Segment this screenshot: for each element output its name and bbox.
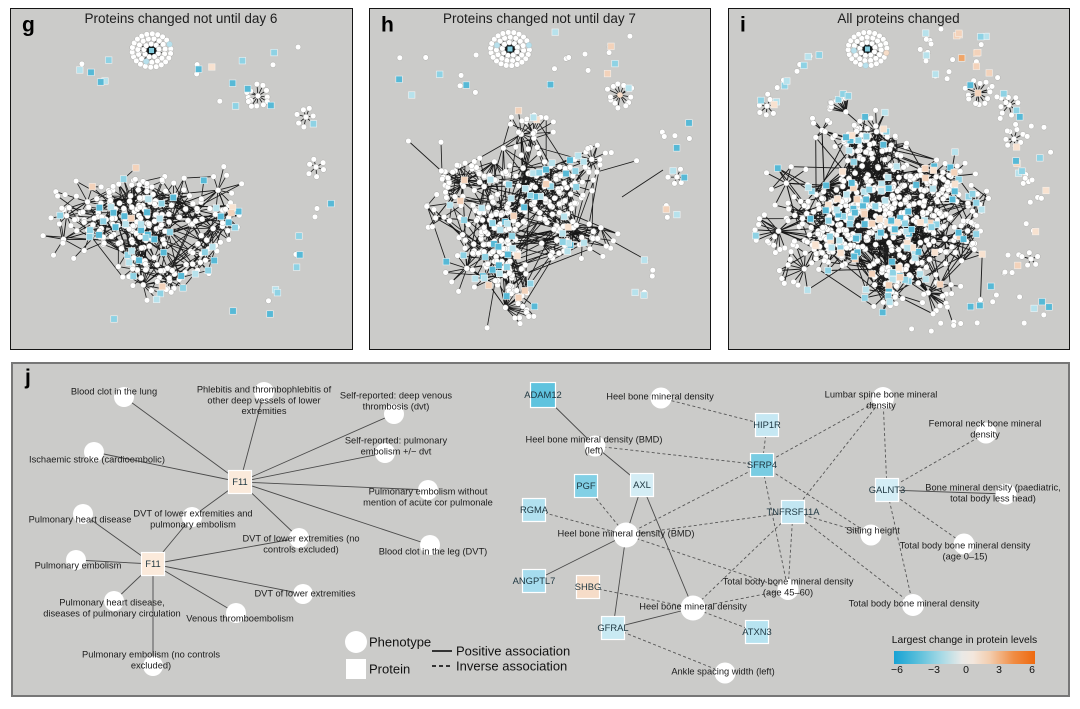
svg-text:Pulmonary heart disease: Pulmonary heart disease [29,514,132,524]
svg-text:3: 3 [996,664,1002,676]
svg-text:Bone mineral density (paediatr: Bone mineral density (paediatric, [925,482,1060,492]
svg-text:density: density [970,429,1000,439]
svg-text:All proteins changed: All proteins changed [837,11,959,26]
svg-text:diseases of pulmonary circulat: diseases of pulmonary circulation [43,608,180,618]
svg-text:6: 6 [1029,664,1035,676]
svg-text:Total body bone mineral densit: Total body bone mineral density [849,598,980,608]
svg-text:ATXN3: ATXN3 [742,626,772,637]
svg-text:Protein: Protein [369,661,410,676]
svg-text:GALNT3: GALNT3 [869,484,905,495]
svg-text:Proteins changed not until day: Proteins changed not until day 6 [85,11,278,26]
svg-text:other deep vessels of lower: other deep vessels of lower [207,395,320,405]
svg-text:F11: F11 [232,476,247,487]
svg-text:HIP1R: HIP1R [753,419,781,430]
svg-text:0: 0 [963,664,969,676]
svg-text:GFRAL: GFRAL [597,622,628,633]
svg-text:Heel bone mineral density: Heel bone mineral density [606,391,714,401]
svg-text:excluded): excluded) [131,660,171,670]
svg-text:extremities: extremities [242,406,287,416]
svg-text:Sitting height: Sitting height [846,525,900,535]
svg-text:Heel bone mineral density (BMD: Heel bone mineral density (BMD) [558,528,695,538]
svg-text:Venous thromboembolism: Venous thromboembolism [186,613,294,623]
svg-text:Proteins changed not until day: Proteins changed not until day 7 [443,11,636,26]
svg-text:TNFRSF11A: TNFRSF11A [767,506,821,517]
svg-text:−6: −6 [891,664,903,676]
svg-text:j: j [24,366,31,389]
svg-text:ADAM12: ADAM12 [524,389,562,400]
svg-text:Blood clot in the leg (DVT): Blood clot in the leg (DVT) [379,546,488,556]
svg-text:mention of acute cor pulmonale: mention of acute cor pulmonale [363,497,493,507]
svg-text:AXL: AXL [633,479,651,490]
svg-text:(age 0–15): (age 0–15) [943,551,988,561]
svg-text:Heel bone mineral density (BMD: Heel bone mineral density (BMD) [526,434,663,444]
svg-text:Ischaemic stroke (cardioemboli: Ischaemic stroke (cardioembolic) [29,454,165,464]
svg-text:Positive association: Positive association [456,643,570,658]
svg-text:Self-reported: pulmonary: Self-reported: pulmonary [345,435,448,445]
svg-text:PGF: PGF [576,480,596,491]
svg-text:Pulmonary heart disease,: Pulmonary heart disease, [59,597,164,607]
svg-text:SFRP4: SFRP4 [747,459,777,470]
svg-text:Phlebitis and thrombophlebitis: Phlebitis and thrombophlebitis of [197,384,332,394]
svg-text:Pulmonary embolism (no control: Pulmonary embolism (no controls [82,649,220,659]
svg-text:DVT of lower extremities: DVT of lower extremities [254,588,355,598]
svg-text:DVT of lower extremities (no: DVT of lower extremities (no [242,533,359,543]
svg-text:Femoral neck bone mineral: Femoral neck bone mineral [929,418,1042,428]
svg-text:Total body bone mineral densit: Total body bone mineral density [723,576,854,586]
svg-text:Phenotype: Phenotype [369,634,431,649]
svg-text:h: h [381,14,394,37]
svg-text:Lumbar spine bone mineral: Lumbar spine bone mineral [825,389,938,399]
svg-text:RGMA: RGMA [520,504,549,515]
svg-text:Largest change in protein leve: Largest change in protein levels [892,635,1037,646]
svg-text:Inverse association: Inverse association [456,658,567,673]
svg-text:total body less head): total body less head) [950,493,1036,503]
svg-text:i: i [740,14,746,37]
svg-text:Pulmonary embolism: Pulmonary embolism [35,560,122,570]
svg-text:DVT of lower extremities and: DVT of lower extremities and [133,508,252,518]
svg-text:ANGPTL7: ANGPTL7 [513,575,556,586]
svg-text:SHBG: SHBG [575,581,602,592]
svg-text:density: density [866,400,896,410]
svg-text:(left): (left) [585,445,604,455]
svg-text:g: g [22,14,35,37]
svg-text:(age 45–60): (age 45–60) [763,587,813,597]
svg-text:−3: −3 [928,664,940,676]
svg-text:Self-reported: deep venous: Self-reported: deep venous [340,390,453,400]
svg-text:F11: F11 [145,558,160,569]
svg-text:Total body bone mineral densit: Total body bone mineral density [900,540,1031,550]
svg-text:controls excluded): controls excluded) [263,544,338,554]
svg-text:Blood clot in the lung: Blood clot in the lung [71,386,157,396]
svg-text:pulmonary embolism: pulmonary embolism [150,519,236,529]
svg-text:Pulmonary embolism without: Pulmonary embolism without [369,486,488,496]
svg-text:Heel bone mineral density: Heel bone mineral density [639,601,747,611]
svg-text:embolism +/− dvt: embolism +/− dvt [361,446,432,456]
svg-text:Ankle spacing width (left): Ankle spacing width (left) [671,666,774,676]
svg-text:thrombosis (dvt): thrombosis (dvt) [363,401,430,411]
